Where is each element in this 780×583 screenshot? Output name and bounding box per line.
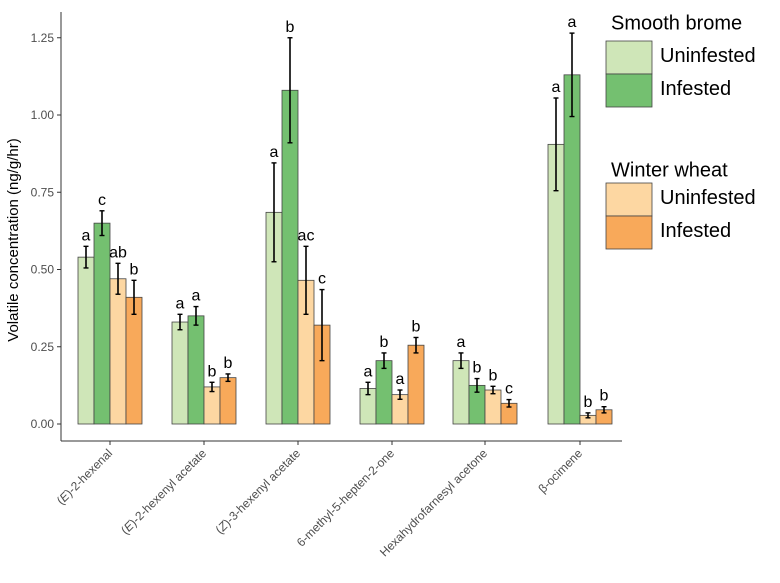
x-tick-label: (E)-2-hexenal bbox=[54, 446, 115, 507]
bar bbox=[452, 360, 470, 425]
y-tick-label: 1.25 bbox=[31, 31, 55, 45]
bar bbox=[109, 278, 127, 425]
x-tick-labels: (E)-2-hexenal(E)-2-hexenyl acetate(Z)-3-… bbox=[54, 446, 586, 559]
significance-letter: a bbox=[364, 363, 373, 380]
significance-letter: b bbox=[473, 360, 482, 377]
bar bbox=[171, 321, 189, 425]
bar bbox=[407, 344, 425, 425]
significance-letter: a bbox=[270, 144, 279, 161]
bar bbox=[203, 386, 221, 425]
y-tick-label: 0.25 bbox=[31, 340, 55, 354]
significance-letter: b bbox=[286, 19, 295, 36]
bar bbox=[77, 256, 95, 425]
legend-item-label: Infested bbox=[660, 78, 731, 100]
y-tick-label: 0.75 bbox=[31, 185, 55, 199]
y-axis-title-group: Volatile concentration (ng/g/hr) bbox=[5, 138, 22, 341]
legend-item-label: Infested bbox=[660, 220, 731, 242]
x-tick-label: Hexahydrofarnesyl acetone bbox=[377, 446, 490, 559]
significance-letter: a bbox=[82, 227, 91, 244]
significance-letter: b bbox=[224, 355, 233, 372]
legend-group-title: Smooth brome bbox=[611, 13, 742, 35]
significance-letter: ac bbox=[298, 227, 315, 244]
bar bbox=[219, 377, 237, 425]
x-tick-label: β-ocimene bbox=[535, 446, 585, 496]
bar bbox=[563, 74, 581, 425]
y-tick-label: 0.50 bbox=[31, 263, 55, 277]
significance-letter: ab bbox=[109, 244, 127, 261]
significance-letter: a bbox=[568, 14, 577, 31]
legend-swatch bbox=[605, 182, 653, 217]
y-tick-label: 0.00 bbox=[31, 417, 55, 431]
legend-item-label: Uninfested bbox=[660, 187, 756, 209]
significance-letter: a bbox=[192, 288, 201, 305]
significance-letter: a bbox=[396, 371, 405, 388]
bar bbox=[125, 296, 143, 425]
legend-swatch bbox=[605, 215, 653, 250]
significance-letter: b bbox=[600, 388, 609, 405]
x-tick-label: (E)-2-hexenyl acetate bbox=[118, 446, 209, 537]
x-tick-label: (Z)-3-hexenyl acetate bbox=[213, 446, 304, 537]
significance-letter: a bbox=[552, 79, 561, 96]
significance-letter: c bbox=[98, 192, 106, 209]
y-axis-title: Volatile concentration (ng/g/hr) bbox=[5, 138, 22, 341]
legend-swatch bbox=[605, 73, 653, 108]
significance-letter: b bbox=[208, 363, 217, 380]
significance-letter: c bbox=[505, 381, 513, 398]
legend-item-label: Uninfested bbox=[660, 45, 756, 67]
significance-letter: b bbox=[489, 367, 498, 384]
legend-group-title: Winter wheat bbox=[611, 160, 728, 182]
bar bbox=[484, 389, 502, 425]
y-tick-label: 1.00 bbox=[31, 108, 55, 122]
bar bbox=[93, 222, 111, 425]
significance-letter: b bbox=[380, 334, 389, 351]
legend: Smooth brome Uninfested Infested Winter whe… bbox=[605, 13, 756, 250]
significance-letter: b bbox=[584, 394, 593, 411]
axes: 0.00 0.25 0.50 0.75 1.00 1.25 bbox=[31, 12, 622, 445]
significance-letter: a bbox=[457, 334, 466, 351]
significance-letter: c bbox=[318, 271, 326, 288]
significance-letter: b bbox=[130, 261, 139, 278]
legend-swatch bbox=[605, 40, 653, 75]
significance-letter: b bbox=[412, 318, 421, 335]
significance-letter: a bbox=[176, 295, 185, 312]
bar bbox=[375, 360, 393, 425]
x-tick-label: 6-methyl-5-hepten-2-one bbox=[294, 446, 398, 550]
bar bbox=[187, 315, 205, 425]
